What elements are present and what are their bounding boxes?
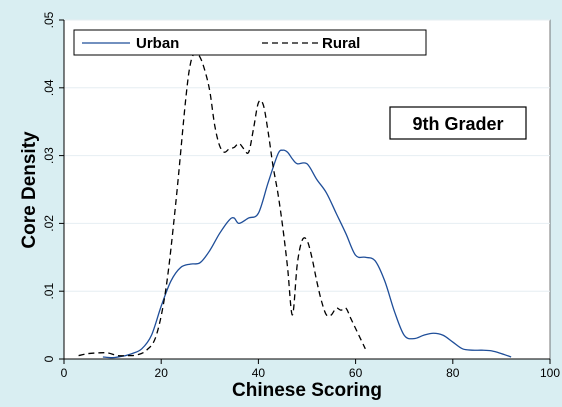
- series-line-urban: [102, 149, 512, 359]
- y-axis-title: Core Density: [19, 131, 40, 249]
- x-tick-label: 80: [446, 366, 460, 380]
- x-tick-label: 60: [349, 366, 363, 380]
- y-tick-label: 0: [42, 355, 56, 362]
- x-tick-label: 40: [252, 366, 266, 380]
- x-axis-title: Chinese Scoring: [232, 380, 382, 401]
- annotation: 9th Grader: [389, 106, 527, 140]
- y-tick-label: .05: [42, 11, 56, 28]
- x-tick-label: 0: [61, 366, 68, 380]
- x-tick-label: 100: [540, 366, 560, 380]
- series-line-rural: [78, 51, 366, 357]
- series: [78, 51, 512, 359]
- annotation-label: 9th Grader: [412, 114, 503, 134]
- legend: Urban Rural: [73, 29, 427, 56]
- plot-area: [63, 19, 551, 360]
- legend-label-urban: Urban: [136, 35, 179, 52]
- x-tick-label: 20: [155, 366, 169, 380]
- y-ticks: 0 .01 .02 .03 .04 .05: [42, 11, 64, 362]
- x-ticks: 0 20 40 60 80 100: [61, 359, 560, 380]
- legend-label-rural: Rural: [322, 35, 360, 52]
- y-tick-label: .02: [42, 215, 56, 232]
- y-tick-label: .04: [42, 79, 56, 96]
- annotation-box: [389, 106, 527, 140]
- y-tick-label: .01: [42, 283, 56, 300]
- axes: [63, 20, 550, 360]
- y-tick-label: .03: [42, 147, 56, 164]
- legend-box: [73, 29, 427, 56]
